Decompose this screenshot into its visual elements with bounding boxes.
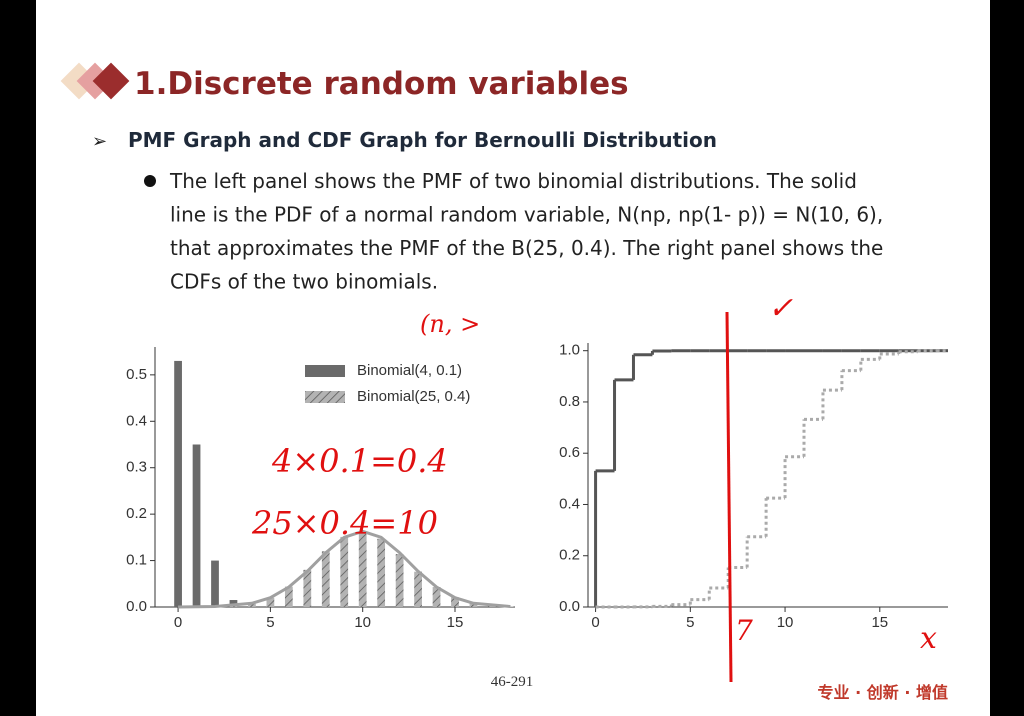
subtitle: PMF Graph and CDF Graph for Bernoulli Di… bbox=[128, 128, 717, 152]
bar bbox=[174, 360, 182, 607]
bar bbox=[284, 586, 293, 607]
bar bbox=[211, 560, 219, 607]
y-tick-label: 1.0 bbox=[559, 342, 580, 359]
bar bbox=[451, 597, 459, 607]
legend-swatch bbox=[305, 391, 345, 403]
pen-line bbox=[725, 311, 733, 683]
x-tick-label: 0 bbox=[591, 614, 599, 631]
bar bbox=[340, 536, 349, 607]
bar bbox=[266, 597, 275, 607]
bullet-line: that approximates the PMF of the B(25, 0… bbox=[170, 236, 883, 260]
slide-bg bbox=[36, 0, 990, 716]
bar bbox=[192, 444, 201, 607]
title-icon bbox=[60, 62, 130, 100]
bar bbox=[229, 606, 238, 607]
legend-label: Binomial(25, 0.4) bbox=[357, 388, 470, 405]
page-number: 46-291 bbox=[491, 674, 534, 690]
y-tick-label: 0.2 bbox=[559, 547, 580, 564]
x-tick-label: 10 bbox=[777, 614, 794, 631]
x-tick-label: 10 bbox=[354, 614, 371, 631]
x-tick-label: 5 bbox=[266, 614, 274, 631]
bar bbox=[358, 532, 367, 607]
x-tick-label: 0 bbox=[174, 614, 182, 631]
normal-curve bbox=[178, 529, 511, 609]
x-tick-label: 15 bbox=[447, 614, 464, 631]
handwriting: (n, > 4×0.1=0.4 25×0.4=10 7 x ✓ bbox=[251, 291, 937, 656]
y-tick-label: 0.0 bbox=[559, 598, 580, 615]
y-tick-label: 0.0 bbox=[126, 598, 147, 615]
title: 1.Discrete random variables bbox=[134, 66, 629, 102]
bullet-line: line is the PDF of a normal random varia… bbox=[170, 203, 883, 227]
legend-swatch bbox=[305, 365, 345, 377]
charts: 0.0 0.1 0.2 0.3 0.4 0.5 0 5 10 15 Binomial(4, 0.1)… bbox=[126, 342, 948, 631]
arrow: ➢ bbox=[92, 131, 107, 152]
bar bbox=[469, 602, 478, 607]
y-tick-label: 0.3 bbox=[126, 459, 147, 476]
bullet-line: The left panel shows the PMF of two bino… bbox=[169, 169, 857, 193]
y-tick-label: 0.2 bbox=[126, 505, 147, 522]
y-tick-label: 0.4 bbox=[126, 412, 147, 429]
bar bbox=[377, 538, 386, 607]
handwriting-text: ✓ bbox=[768, 291, 793, 326]
bullet-dot bbox=[144, 175, 156, 187]
bar bbox=[303, 569, 312, 607]
handwriting-text: x bbox=[920, 621, 937, 656]
handwriting-text: (n, > bbox=[420, 310, 480, 338]
bar bbox=[414, 571, 422, 607]
x-tick-label: 5 bbox=[686, 614, 694, 631]
handwriting-text: 4×0.1=0.4 bbox=[271, 442, 448, 480]
bar bbox=[395, 554, 404, 607]
handwriting-text: 7 bbox=[735, 614, 753, 647]
handwriting-text: 25×0.4=10 bbox=[251, 504, 438, 542]
y-tick-label: 0.6 bbox=[559, 444, 580, 461]
bar bbox=[248, 603, 256, 607]
y-tick-label: 0.5 bbox=[126, 366, 147, 383]
bar bbox=[321, 551, 330, 607]
y-tick-label: 0.1 bbox=[126, 552, 147, 569]
y-tick-label: 0.8 bbox=[559, 393, 580, 410]
bar bbox=[432, 587, 441, 607]
bullet-text: The left panel shows the PMF of two bino… bbox=[169, 169, 883, 294]
bullet-line: CDFs of the two binomials. bbox=[170, 270, 438, 294]
logo: 专业 · 创新 · 增值 bbox=[818, 683, 948, 702]
y-tick-label: 0.4 bbox=[559, 495, 580, 512]
legend-label: Binomial(4, 0.1) bbox=[357, 362, 462, 379]
x-tick-label: 15 bbox=[871, 614, 888, 631]
